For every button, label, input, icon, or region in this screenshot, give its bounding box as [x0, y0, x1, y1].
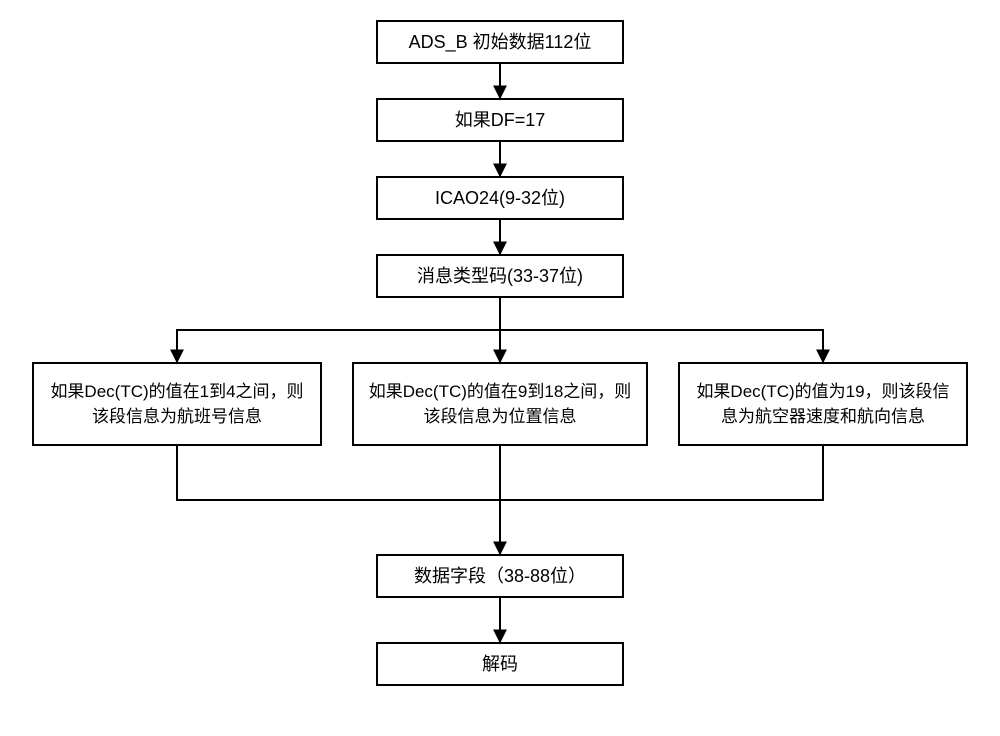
flowchart-node: ICAO24(9-32位) — [376, 176, 624, 220]
flowchart-node: 如果Dec(TC)的值为19，则该段信息为航空器速度和航向信息 — [678, 362, 968, 446]
flowchart-node: 如果Dec(TC)的值在9到18之间，则该段信息为位置信息 — [352, 362, 648, 446]
flowchart-node: 解码 — [376, 642, 624, 686]
flowchart-edge — [177, 446, 500, 500]
node-label: 如果DF=17 — [455, 107, 546, 134]
flowchart-edge — [177, 298, 500, 362]
node-label: 数据字段（38-88位） — [414, 563, 586, 590]
node-label: ICAO24(9-32位) — [435, 185, 565, 212]
node-label: ADS_B 初始数据112位 — [409, 29, 592, 56]
flowchart-node: 数据字段（38-88位） — [376, 554, 624, 598]
flowchart-node: 如果Dec(TC)的值在1到4之间，则该段信息为航班号信息 — [32, 362, 322, 446]
flowchart-canvas: ADS_B 初始数据112位如果DF=17 ICAO24(9-32位) 消息类型码(… — [0, 0, 1000, 736]
node-label: 如果Dec(TC)的值在9到18之间，则该段信息为位置信息 — [362, 379, 638, 430]
node-label: 如果Dec(TC)的值在1到4之间，则该段信息为航班号信息 — [42, 379, 312, 430]
node-label: 如果Dec(TC)的值为19，则该段信息为航空器速度和航向信息 — [688, 379, 958, 430]
flowchart-node: 如果DF=17 — [376, 98, 624, 142]
flowchart-edge — [500, 298, 823, 362]
flowchart-edge — [500, 446, 823, 500]
node-label: 消息类型码(33-37位) — [417, 263, 583, 290]
node-label: 解码 — [482, 651, 518, 678]
flowchart-node: 消息类型码(33-37位) — [376, 254, 624, 298]
flowchart-node: ADS_B 初始数据112位 — [376, 20, 624, 64]
